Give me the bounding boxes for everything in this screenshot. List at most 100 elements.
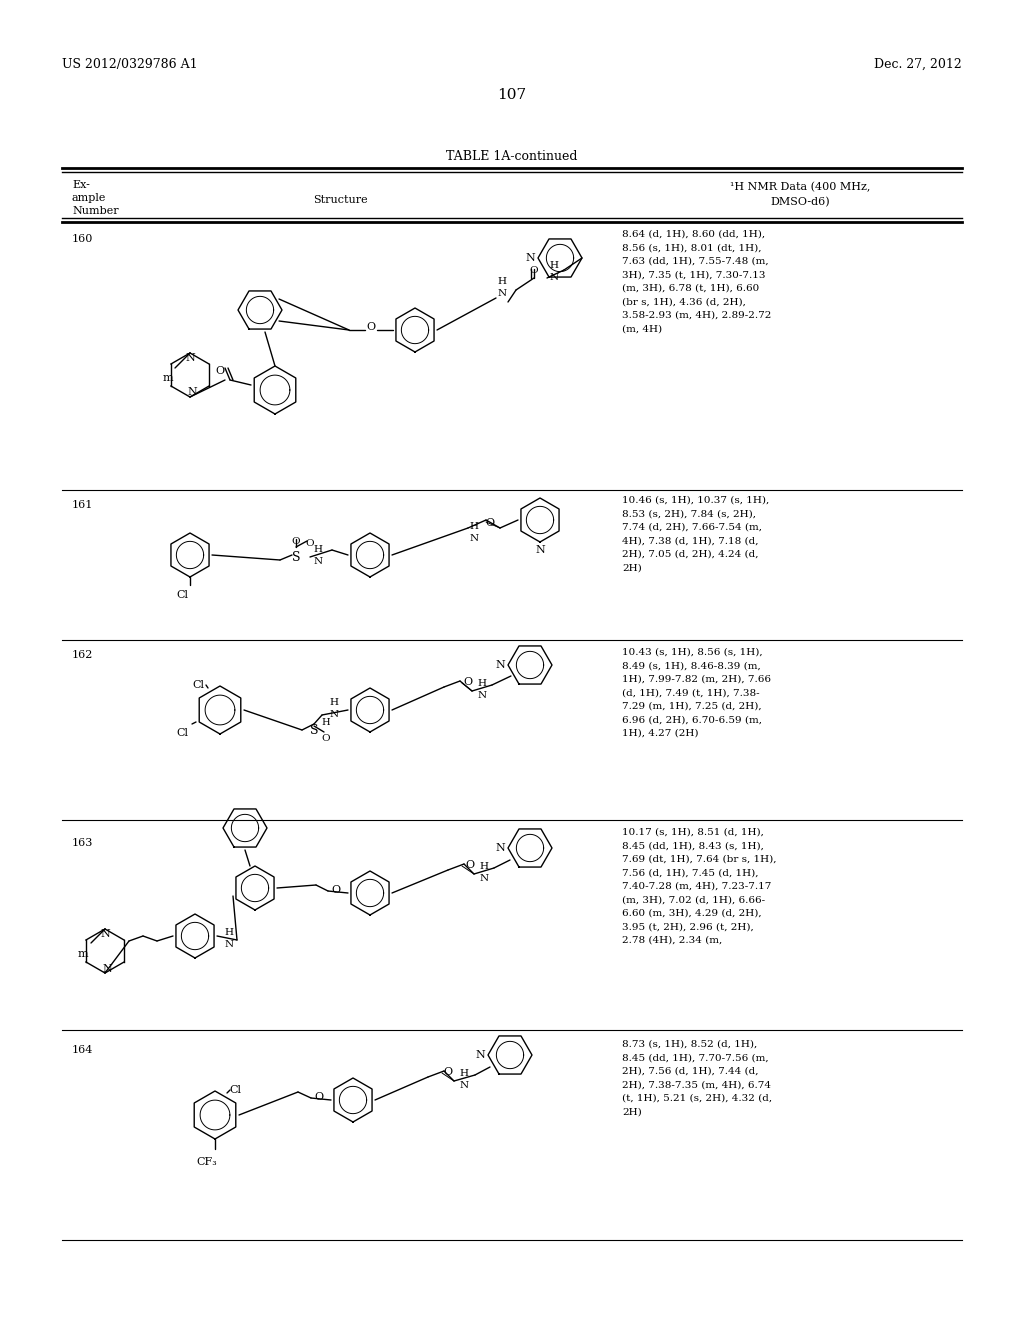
Text: H: H — [469, 521, 478, 531]
Text: Cl: Cl — [176, 729, 188, 738]
Text: O: O — [215, 366, 224, 376]
Text: N: N — [460, 1081, 469, 1090]
Text: N: N — [525, 253, 535, 263]
Text: 163: 163 — [72, 838, 93, 847]
Text: H: H — [479, 862, 488, 871]
Text: CF₃: CF₃ — [197, 1158, 217, 1167]
Text: N: N — [102, 964, 112, 974]
Text: N: N — [475, 1049, 485, 1060]
Text: H: H — [460, 1069, 469, 1078]
Text: H: H — [498, 277, 507, 286]
Text: O: O — [466, 861, 474, 870]
Text: (t, 1H), 5.21 (s, 2H), 4.32 (d,: (t, 1H), 5.21 (s, 2H), 4.32 (d, — [622, 1094, 772, 1104]
Text: 8.45 (dd, 1H), 8.43 (s, 1H),: 8.45 (dd, 1H), 8.43 (s, 1H), — [622, 842, 764, 850]
Text: N: N — [498, 289, 507, 298]
Text: 162: 162 — [72, 649, 93, 660]
Text: N: N — [536, 545, 545, 554]
Text: Number: Number — [72, 206, 119, 216]
Text: 7.69 (dt, 1H), 7.64 (br s, 1H),: 7.69 (dt, 1H), 7.64 (br s, 1H), — [622, 855, 776, 865]
Text: N: N — [224, 940, 233, 949]
Text: 8.45 (dd, 1H), 7.70-7.56 (m,: 8.45 (dd, 1H), 7.70-7.56 (m, — [622, 1053, 769, 1063]
Text: H: H — [313, 545, 323, 554]
Text: 164: 164 — [72, 1045, 93, 1055]
Text: S: S — [309, 723, 318, 737]
Text: 7.63 (dd, 1H), 7.55-7.48 (m,: 7.63 (dd, 1H), 7.55-7.48 (m, — [622, 257, 769, 267]
Text: 160: 160 — [72, 234, 93, 244]
Text: N: N — [477, 690, 486, 700]
Text: N: N — [479, 874, 488, 883]
Text: 2H): 2H) — [622, 564, 642, 573]
Text: 2H), 7.05 (d, 2H), 4.24 (d,: 2H), 7.05 (d, 2H), 4.24 (d, — [622, 550, 759, 558]
Text: Cl: Cl — [193, 680, 204, 690]
Text: 8.56 (s, 1H), 8.01 (dt, 1H),: 8.56 (s, 1H), 8.01 (dt, 1H), — [622, 243, 762, 252]
Text: TABLE 1A-continued: TABLE 1A-continued — [446, 150, 578, 162]
Text: 1H), 7.99-7.82 (m, 2H), 7.66: 1H), 7.99-7.82 (m, 2H), 7.66 — [622, 675, 771, 684]
Text: 3.95 (t, 2H), 2.96 (t, 2H),: 3.95 (t, 2H), 2.96 (t, 2H), — [622, 923, 754, 932]
Text: H: H — [477, 678, 486, 688]
Text: 3H), 7.35 (t, 1H), 7.30-7.13: 3H), 7.35 (t, 1H), 7.30-7.13 — [622, 271, 766, 280]
Text: 2H): 2H) — [622, 1107, 642, 1117]
Text: H: H — [322, 718, 331, 727]
Text: O: O — [332, 884, 341, 895]
Text: O: O — [306, 539, 314, 548]
Text: 107: 107 — [498, 88, 526, 102]
Text: O: O — [367, 322, 376, 333]
Text: N: N — [496, 843, 505, 853]
Text: 2H), 7.56 (d, 1H), 7.44 (d,: 2H), 7.56 (d, 1H), 7.44 (d, — [622, 1067, 759, 1076]
Text: N: N — [469, 535, 478, 543]
Text: (d, 1H), 7.49 (t, 1H), 7.38-: (d, 1H), 7.49 (t, 1H), 7.38- — [622, 689, 760, 697]
Text: (m, 4H): (m, 4H) — [622, 325, 663, 334]
Text: 7.29 (m, 1H), 7.25 (d, 2H),: 7.29 (m, 1H), 7.25 (d, 2H), — [622, 702, 762, 711]
Text: O: O — [443, 1067, 453, 1077]
Text: Structure: Structure — [312, 195, 368, 205]
Text: (m, 3H), 6.78 (t, 1H), 6.60: (m, 3H), 6.78 (t, 1H), 6.60 — [622, 284, 759, 293]
Text: H: H — [330, 698, 339, 708]
Text: m: m — [163, 374, 173, 383]
Text: H: H — [224, 928, 233, 937]
Text: Cl: Cl — [229, 1085, 241, 1096]
Text: 8.49 (s, 1H), 8.46-8.39 (m,: 8.49 (s, 1H), 8.46-8.39 (m, — [622, 661, 761, 671]
Text: N: N — [330, 710, 339, 719]
Text: 1H), 4.27 (2H): 1H), 4.27 (2H) — [622, 729, 698, 738]
Text: O: O — [314, 1092, 324, 1102]
Text: N: N — [185, 352, 195, 363]
Text: O: O — [464, 677, 472, 686]
Text: 2.78 (4H), 2.34 (m,: 2.78 (4H), 2.34 (m, — [622, 936, 722, 945]
Text: DMSO-d6): DMSO-d6) — [770, 197, 829, 207]
Text: (br s, 1H), 4.36 (d, 2H),: (br s, 1H), 4.36 (d, 2H), — [622, 297, 745, 306]
Text: 8.64 (d, 1H), 8.60 (dd, 1H),: 8.64 (d, 1H), 8.60 (dd, 1H), — [622, 230, 765, 239]
Text: ample: ample — [72, 193, 106, 203]
Text: 10.43 (s, 1H), 8.56 (s, 1H),: 10.43 (s, 1H), 8.56 (s, 1H), — [622, 648, 763, 657]
Text: Dec. 27, 2012: Dec. 27, 2012 — [874, 58, 962, 71]
Text: 7.40-7.28 (m, 4H), 7.23-7.17: 7.40-7.28 (m, 4H), 7.23-7.17 — [622, 882, 771, 891]
Text: S: S — [292, 550, 300, 564]
Text: Cl: Cl — [176, 590, 188, 601]
Text: 8.53 (s, 2H), 7.84 (s, 2H),: 8.53 (s, 2H), 7.84 (s, 2H), — [622, 510, 756, 519]
Text: N: N — [100, 929, 110, 939]
Text: Ex-: Ex- — [72, 180, 90, 190]
Text: 6.60 (m, 3H), 4.29 (d, 2H),: 6.60 (m, 3H), 4.29 (d, 2H), — [622, 909, 762, 917]
Text: 2H), 7.38-7.35 (m, 4H), 6.74: 2H), 7.38-7.35 (m, 4H), 6.74 — [622, 1081, 771, 1089]
Text: 10.17 (s, 1H), 8.51 (d, 1H),: 10.17 (s, 1H), 8.51 (d, 1H), — [622, 828, 764, 837]
Text: 10.46 (s, 1H), 10.37 (s, 1H),: 10.46 (s, 1H), 10.37 (s, 1H), — [622, 496, 769, 506]
Text: 8.73 (s, 1H), 8.52 (d, 1H),: 8.73 (s, 1H), 8.52 (d, 1H), — [622, 1040, 758, 1049]
Text: 4H), 7.38 (d, 1H), 7.18 (d,: 4H), 7.38 (d, 1H), 7.18 (d, — [622, 536, 759, 545]
Text: 161: 161 — [72, 500, 93, 510]
Text: H: H — [550, 261, 558, 271]
Text: N: N — [496, 660, 505, 671]
Text: (m, 3H), 7.02 (d, 1H), 6.66-: (m, 3H), 7.02 (d, 1H), 6.66- — [622, 895, 765, 904]
Text: N: N — [187, 387, 197, 397]
Text: N: N — [550, 273, 558, 282]
Text: US 2012/0329786 A1: US 2012/0329786 A1 — [62, 58, 198, 71]
Text: 3.58-2.93 (m, 4H), 2.89-2.72: 3.58-2.93 (m, 4H), 2.89-2.72 — [622, 312, 771, 319]
Text: O: O — [485, 517, 495, 528]
Text: N: N — [313, 557, 323, 566]
Text: 7.74 (d, 2H), 7.66-7.54 (m,: 7.74 (d, 2H), 7.66-7.54 (m, — [622, 523, 762, 532]
Text: O: O — [529, 267, 539, 275]
Text: O: O — [292, 537, 300, 546]
Text: 6.96 (d, 2H), 6.70-6.59 (m,: 6.96 (d, 2H), 6.70-6.59 (m, — [622, 715, 762, 725]
Text: ¹H NMR Data (400 MHz,: ¹H NMR Data (400 MHz, — [730, 182, 870, 193]
Text: O: O — [322, 734, 331, 743]
Text: 7.56 (d, 1H), 7.45 (d, 1H),: 7.56 (d, 1H), 7.45 (d, 1H), — [622, 869, 759, 878]
Text: m: m — [78, 949, 88, 960]
